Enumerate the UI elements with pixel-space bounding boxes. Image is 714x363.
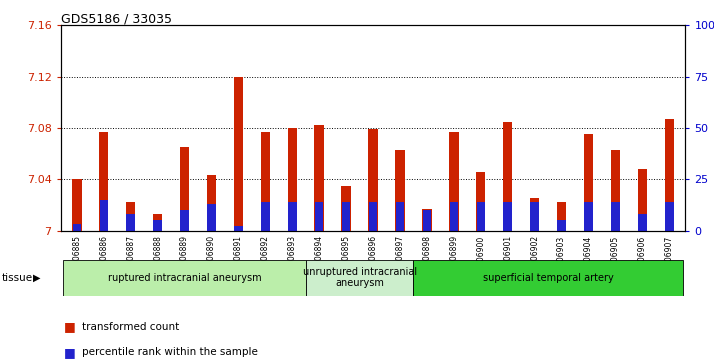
Bar bbox=[288, 128, 297, 231]
Bar bbox=[530, 199, 539, 231]
Bar bbox=[306, 260, 413, 296]
Bar bbox=[665, 202, 673, 231]
Bar bbox=[396, 150, 405, 231]
Text: ruptured intracranial aneurysm: ruptured intracranial aneurysm bbox=[108, 273, 261, 283]
Bar bbox=[665, 119, 674, 231]
Bar bbox=[126, 214, 135, 231]
Bar bbox=[234, 227, 243, 231]
Bar bbox=[181, 210, 188, 231]
Bar bbox=[153, 214, 162, 231]
Bar bbox=[449, 132, 458, 231]
Bar bbox=[154, 220, 162, 231]
Text: tissue: tissue bbox=[1, 273, 33, 283]
Text: superficial temporal artery: superficial temporal artery bbox=[483, 273, 613, 283]
Bar bbox=[503, 202, 512, 231]
Bar bbox=[584, 202, 593, 231]
Bar bbox=[638, 214, 647, 231]
Bar bbox=[476, 202, 485, 231]
Bar bbox=[503, 122, 513, 231]
Bar bbox=[368, 129, 378, 231]
Bar bbox=[610, 150, 620, 231]
Bar bbox=[233, 77, 243, 231]
Bar bbox=[611, 202, 620, 231]
Text: ▶: ▶ bbox=[33, 273, 41, 283]
Bar bbox=[369, 202, 377, 231]
Bar bbox=[584, 134, 593, 231]
Text: ■: ■ bbox=[64, 320, 76, 333]
Bar bbox=[64, 260, 306, 296]
Bar bbox=[413, 260, 683, 296]
Bar bbox=[557, 202, 566, 231]
Bar bbox=[314, 125, 324, 231]
Bar bbox=[99, 132, 109, 231]
Bar bbox=[638, 169, 647, 231]
Bar bbox=[342, 202, 351, 231]
Bar bbox=[261, 202, 270, 231]
Bar bbox=[422, 209, 432, 231]
Bar bbox=[558, 220, 565, 231]
Bar bbox=[450, 202, 458, 231]
Bar bbox=[423, 210, 431, 231]
Bar bbox=[207, 175, 216, 231]
Bar bbox=[531, 202, 539, 231]
Text: ■: ■ bbox=[64, 346, 76, 359]
Text: transformed count: transformed count bbox=[82, 322, 179, 332]
Bar bbox=[288, 202, 296, 231]
Bar bbox=[99, 200, 108, 231]
Bar bbox=[72, 179, 81, 231]
Bar bbox=[341, 185, 351, 231]
Bar bbox=[207, 204, 216, 231]
Bar bbox=[261, 132, 270, 231]
Bar bbox=[126, 202, 136, 231]
Text: percentile rank within the sample: percentile rank within the sample bbox=[82, 347, 258, 357]
Bar bbox=[476, 172, 486, 231]
Bar bbox=[180, 147, 189, 231]
Text: GDS5186 / 33035: GDS5186 / 33035 bbox=[61, 13, 171, 26]
Bar bbox=[396, 202, 404, 231]
Bar bbox=[73, 224, 81, 231]
Bar bbox=[315, 202, 323, 231]
Text: unruptured intracranial
aneurysm: unruptured intracranial aneurysm bbox=[303, 267, 417, 289]
